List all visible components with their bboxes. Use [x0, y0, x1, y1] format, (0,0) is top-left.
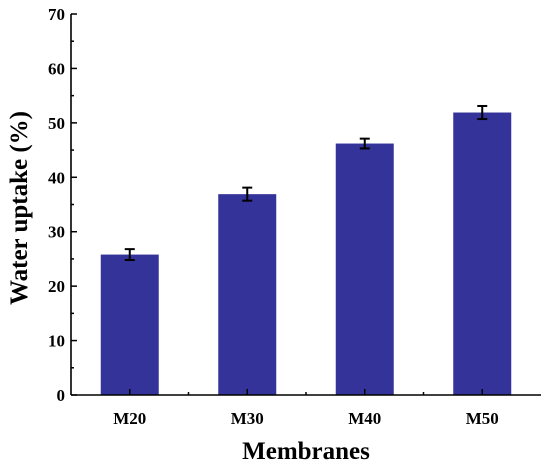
x-tick-label-m50: M50: [466, 409, 499, 428]
y-tick-label-20: 20: [48, 277, 65, 296]
y-tick-label-0: 0: [57, 386, 66, 405]
x-tick-label-m40: M40: [348, 409, 381, 428]
y-tick-label-50: 50: [48, 114, 65, 133]
x-axis-title: Membranes: [242, 438, 370, 465]
y-tick-label-10: 10: [48, 332, 65, 351]
bar-m40: [335, 143, 394, 395]
y-tick-label-60: 60: [48, 59, 65, 78]
bar-m50: [453, 112, 512, 395]
y-tick-label-30: 30: [48, 223, 65, 242]
y-tick-labels: 0 10 20 30 40 50 60 70: [48, 5, 65, 405]
x-tick-labels: M20 M30 M40 M50: [113, 409, 499, 428]
bar-m20: [100, 254, 159, 395]
y-tick-label-70: 70: [48, 5, 65, 24]
x-tick-label-m30: M30: [231, 409, 264, 428]
bar-m30: [218, 194, 277, 395]
y-axis-title: Water uptake (%): [6, 111, 33, 305]
axes-layer: [70, 13, 541, 396]
x-tick-label-m20: M20: [113, 409, 146, 428]
bars-layer: [100, 112, 512, 395]
error-bars-layer: [124, 104, 488, 262]
y-tick-label-40: 40: [48, 168, 65, 187]
